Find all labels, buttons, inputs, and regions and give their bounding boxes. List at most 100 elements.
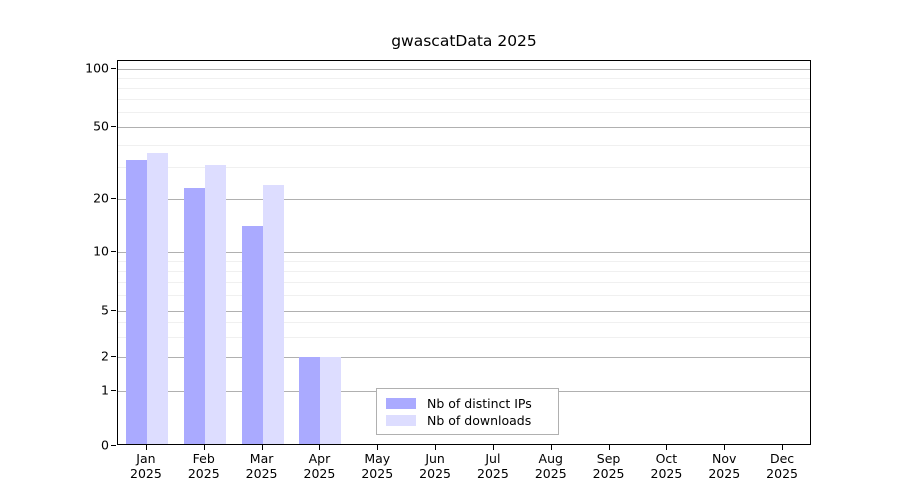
y-axis-tick-label: 50 (93, 118, 109, 134)
y-axis-tick-mark (111, 310, 116, 311)
gridline-major (118, 127, 810, 128)
x-axis-tick-label-month: Feb (192, 451, 215, 466)
x-axis-tick-label-month: May (364, 451, 391, 466)
x-axis-tick-mark (550, 445, 552, 450)
x-axis-tick-label-month: Aug (538, 451, 563, 466)
y-axis-tick-label: 1 (101, 382, 109, 398)
x-axis-tick-label-year: 2025 (303, 465, 336, 481)
x-axis-tick-label: Aug 2025 (534, 451, 567, 482)
x-axis-tick-label: Apr 2025 (303, 451, 336, 482)
x-axis-tick-label-year: 2025 (534, 465, 567, 481)
x-axis-tick-label-month: Jan (136, 451, 156, 466)
y-axis-tick-mark (111, 68, 116, 69)
x-axis-tick-label-month: Sep (596, 451, 621, 466)
x-axis-tick-label-month: Mar (249, 451, 274, 466)
gridline-minor (118, 111, 810, 113)
y-axis-tick-mark (111, 251, 116, 252)
x-axis-tick-label-year: 2025 (361, 465, 394, 481)
gridline-minor (118, 295, 810, 297)
x-axis-tick-label-year: 2025 (130, 465, 162, 481)
x-axis-tick-mark (203, 445, 205, 450)
y-axis-tick-mark (111, 126, 116, 127)
y-axis-tick-label: 100 (85, 60, 109, 76)
y-axis-tick-mark (111, 390, 116, 391)
x-axis-tick-label-month: Apr (308, 451, 331, 466)
x-axis-tick-label-year: 2025 (477, 465, 509, 481)
x-axis-tick-mark (319, 445, 321, 450)
bar (146, 152, 168, 444)
y-axis-tick-label: 5 (101, 302, 109, 318)
x-axis-tick-mark (377, 445, 379, 450)
bar (320, 357, 342, 444)
x-axis-tick-label-year: 2025 (245, 465, 278, 481)
gridline-minor (118, 260, 810, 262)
x-axis-tick-label: Jul 2025 (477, 451, 509, 482)
legend-label: Nb of distinct IPs (427, 396, 532, 411)
chart-legend: Nb of distinct IPs Nb of downloads (376, 388, 559, 435)
gridline-minor (118, 98, 810, 100)
bar (299, 357, 321, 444)
y-axis-tick-label: 2 (101, 348, 109, 364)
gridline-minor (118, 322, 810, 324)
x-axis-tick-label: Jan 2025 (130, 451, 162, 482)
chart-title: gwascatData 2025 (391, 32, 537, 50)
gridline-minor (118, 282, 810, 284)
gridline-major (118, 357, 810, 358)
legend-label: Nb of downloads (427, 413, 532, 428)
y-axis-tick-label: 10 (93, 243, 109, 259)
y-axis-tick-labels: 0 1 2 5 10 20 50 100 (60, 60, 109, 453)
y-axis-tick-label: 0 (101, 437, 109, 453)
y-axis-tick-mark (111, 356, 116, 357)
y-axis-tick-label: 20 (93, 190, 109, 206)
x-axis-tick-label: Feb 2025 (187, 451, 220, 482)
x-axis-tick-mark (145, 445, 147, 450)
y-axis-tick-mark (111, 198, 116, 199)
x-axis-tick-label-year: 2025 (187, 465, 220, 481)
x-axis-tick-mark (608, 445, 610, 450)
legend-color-swatch (386, 415, 416, 426)
gridline-major (118, 199, 810, 200)
x-axis-tick-mark (435, 445, 437, 450)
gridline-minor (118, 77, 810, 79)
x-axis-tick-label: Oct 2025 (650, 451, 683, 482)
x-axis-tick-label-year: 2025 (766, 465, 798, 481)
x-axis-tick-label-year: 2025 (419, 465, 451, 481)
bar (262, 184, 284, 444)
gridline-major (118, 311, 810, 312)
x-axis-tick-mark (492, 445, 494, 450)
x-axis-tick-label-year: 2025 (592, 465, 625, 481)
bar (241, 226, 263, 444)
plot-area (117, 60, 811, 445)
bar (183, 188, 205, 444)
x-axis-tick-label: Nov 2025 (708, 451, 741, 482)
gridline-minor (118, 144, 810, 146)
gridline-minor (118, 167, 810, 169)
x-axis-tick-label-month: Jul (485, 451, 501, 466)
x-axis-tick-mark (782, 445, 784, 450)
x-axis-tick-label-year: 2025 (708, 465, 741, 481)
y-axis-tick-mark (111, 445, 116, 446)
x-axis-tick-mark (724, 445, 726, 450)
x-axis-tick-label: May 2025 (361, 451, 394, 482)
bar (204, 164, 226, 444)
x-axis-tick-mark (666, 445, 668, 450)
gridline-minor (118, 87, 810, 89)
x-axis-tick-mark (261, 445, 263, 450)
legend-item: Nb of distinct IPs (386, 395, 550, 412)
gridline-major (118, 252, 810, 253)
legend-item: Nb of downloads (386, 412, 550, 429)
x-axis-tick-label: Mar 2025 (245, 451, 278, 482)
legend-color-swatch (386, 398, 416, 409)
x-axis-tick-label-month: Oct (655, 451, 678, 466)
x-axis-tick-label: Dec 2025 (766, 451, 798, 482)
gridline-major (118, 69, 810, 70)
gridline-minor (118, 336, 810, 338)
gridline-minor (118, 270, 810, 272)
bar (125, 159, 147, 444)
x-axis-tick-label: Jun 2025 (419, 451, 451, 482)
x-axis-tick-label-month: Dec (769, 451, 795, 466)
x-axis-tick-label: Sep 2025 (592, 451, 625, 482)
x-axis-tick-label-year: 2025 (650, 465, 683, 481)
x-axis-tick-label-month: Jun (425, 451, 445, 466)
